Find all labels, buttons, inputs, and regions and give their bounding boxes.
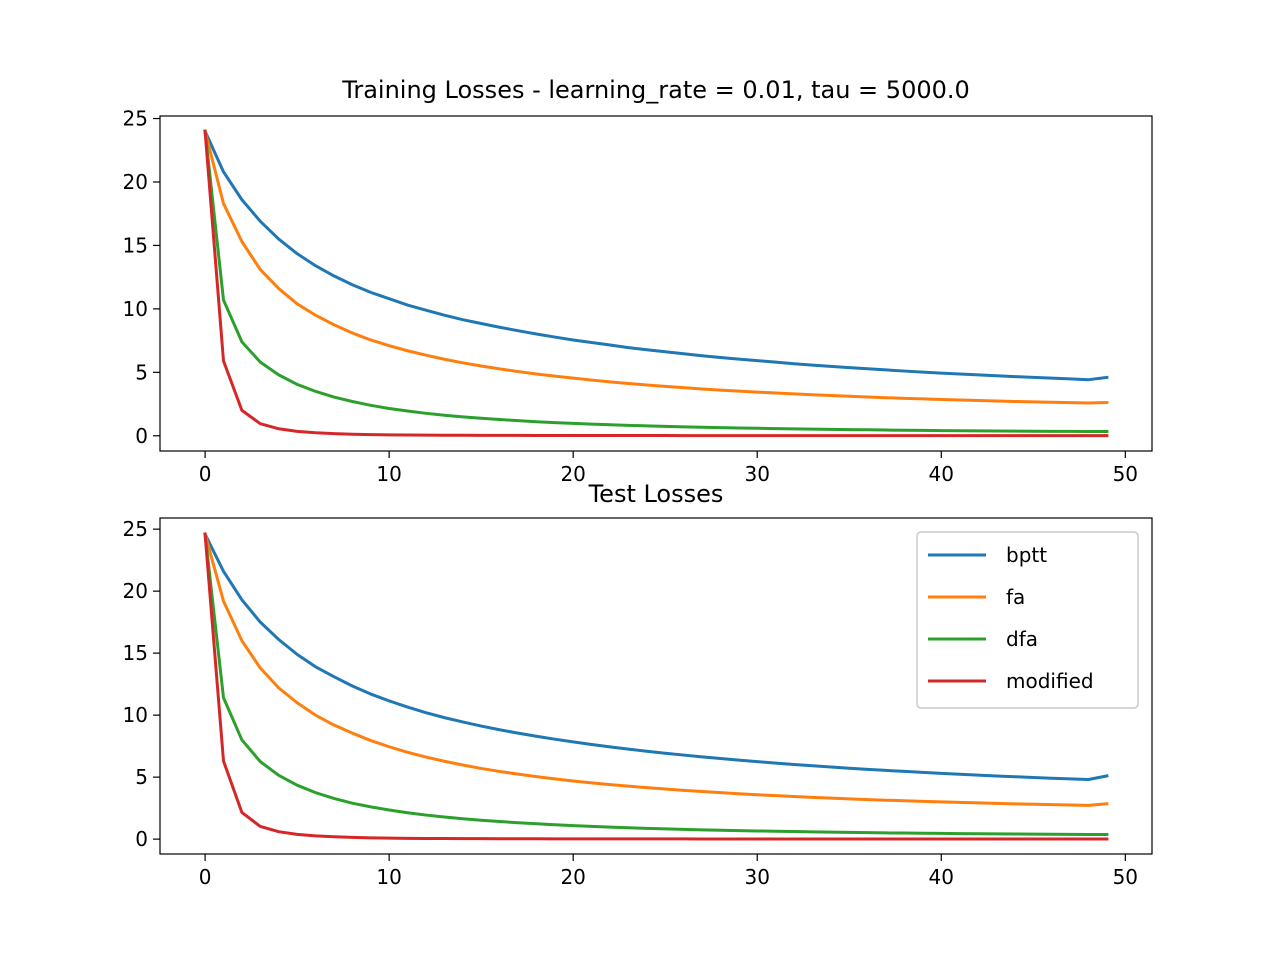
- training-ytick-label: 15: [123, 233, 148, 257]
- training-xtick-label: 50: [1113, 462, 1138, 486]
- test-losses-ticks: 0 10 20 30 40 50 0 5 10 15 20 25: [123, 517, 1138, 889]
- test-xtick-label: 0: [199, 865, 212, 889]
- training-ytick-label: 25: [123, 107, 148, 131]
- training-xtick-label: 40: [929, 462, 954, 486]
- test-ytick-label: 0: [135, 827, 148, 851]
- test-ytick-label: 25: [123, 517, 148, 541]
- training-losses-lines: [203, 129, 1109, 438]
- legend-items: bptt fa dfa modified: [928, 543, 1094, 693]
- training-series-bptt: [203, 129, 1109, 382]
- test-ytick-label: 20: [123, 579, 148, 603]
- training-losses-title: Training Losses - learning_rate = 0.01, …: [341, 76, 970, 104]
- legend: bptt fa dfa modified: [916, 531, 1139, 709]
- training-ytick-label: 0: [135, 424, 148, 448]
- training-losses-plot: Training Losses - learning_rate = 0.01, …: [123, 76, 1153, 486]
- training-losses-frame: [159, 115, 1153, 452]
- legend-label-dfa: dfa: [1006, 627, 1038, 651]
- test-ytick-label: 5: [135, 765, 148, 789]
- test-losses-plot: Test Losses 0 10 20 30 40 50 0 5 10 15 20 25 bptt fa…: [123, 480, 1153, 889]
- training-series-modified: [203, 129, 1109, 438]
- test-series-dfa: [203, 532, 1109, 837]
- legend-label-fa: fa: [1006, 585, 1025, 609]
- training-series-fa: [203, 129, 1109, 405]
- legend-box: [916, 531, 1139, 709]
- test-losses-frame: [159, 517, 1153, 855]
- test-series-modified: [203, 532, 1109, 841]
- test-ytick-label: 10: [123, 703, 148, 727]
- training-ytick-label: 10: [123, 297, 148, 321]
- legend-label-bptt: bptt: [1006, 543, 1047, 567]
- training-ytick-label: 5: [135, 360, 148, 384]
- legend-label-modified: modified: [1006, 669, 1094, 693]
- training-xtick-label: 0: [199, 462, 212, 486]
- test-xtick-label: 30: [744, 865, 769, 889]
- training-series-dfa: [203, 129, 1109, 433]
- test-xtick-label: 10: [376, 865, 401, 889]
- training-ytick-label: 20: [123, 170, 148, 194]
- training-xtick-label: 10: [376, 462, 401, 486]
- training-xtick-label: 30: [744, 462, 769, 486]
- training-xtick-label: 20: [560, 462, 585, 486]
- test-xtick-label: 40: [929, 865, 954, 889]
- test-series-bptt: [203, 532, 1109, 781]
- test-series-fa: [203, 532, 1109, 807]
- test-losses-title: Test Losses: [588, 480, 724, 508]
- training-losses-ticks: 0 10 20 30 40 50 0 5 10 15 20 25: [123, 107, 1138, 486]
- test-losses-lines: [203, 532, 1109, 841]
- test-ytick-label: 15: [123, 641, 148, 665]
- test-xtick-label: 20: [560, 865, 585, 889]
- test-xtick-label: 50: [1113, 865, 1138, 889]
